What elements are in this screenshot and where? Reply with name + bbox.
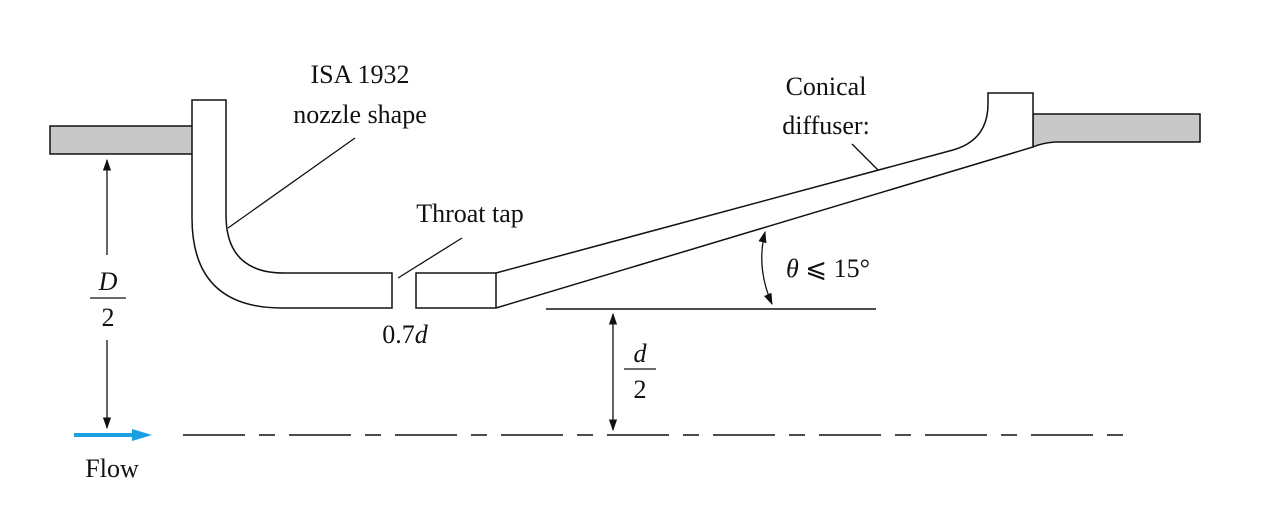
throat-size-variable: d	[415, 320, 429, 349]
angle-theta: θ	[786, 254, 799, 283]
downstream-pipe-wall	[1032, 113, 1201, 149]
d-numerator: d	[634, 339, 648, 368]
diffuser-leader-line	[851, 143, 879, 171]
flow-label: Flow	[85, 454, 139, 483]
angle-limit: ⩽ 15°	[799, 254, 870, 283]
flow-arrow-head	[132, 429, 152, 441]
nozzle-label-line2: nozzle shape	[293, 100, 427, 129]
nozzle-profile	[191, 99, 393, 309]
nozzle-leader-line	[227, 137, 356, 229]
nozzle-label-line1: ISA 1932	[311, 60, 410, 89]
throat-size-label: 0.7d	[382, 320, 429, 349]
conical-diffuser	[415, 92, 1034, 309]
throat-tap-leader-line	[397, 237, 463, 279]
D-numerator: D	[98, 267, 118, 296]
D-denominator: 2	[102, 303, 115, 332]
throat-tap-label: Throat tap	[416, 199, 524, 228]
diffuser-label-line1: Conical	[786, 72, 867, 101]
d-denominator: 2	[634, 375, 647, 404]
diffuser-label-line2: diffuser:	[782, 111, 870, 140]
angle-label: θ ⩽ 15°	[786, 254, 870, 283]
upstream-pipe-wall	[49, 125, 194, 155]
throat-size-number: 0.7	[382, 320, 415, 349]
angle-arc	[758, 230, 773, 306]
